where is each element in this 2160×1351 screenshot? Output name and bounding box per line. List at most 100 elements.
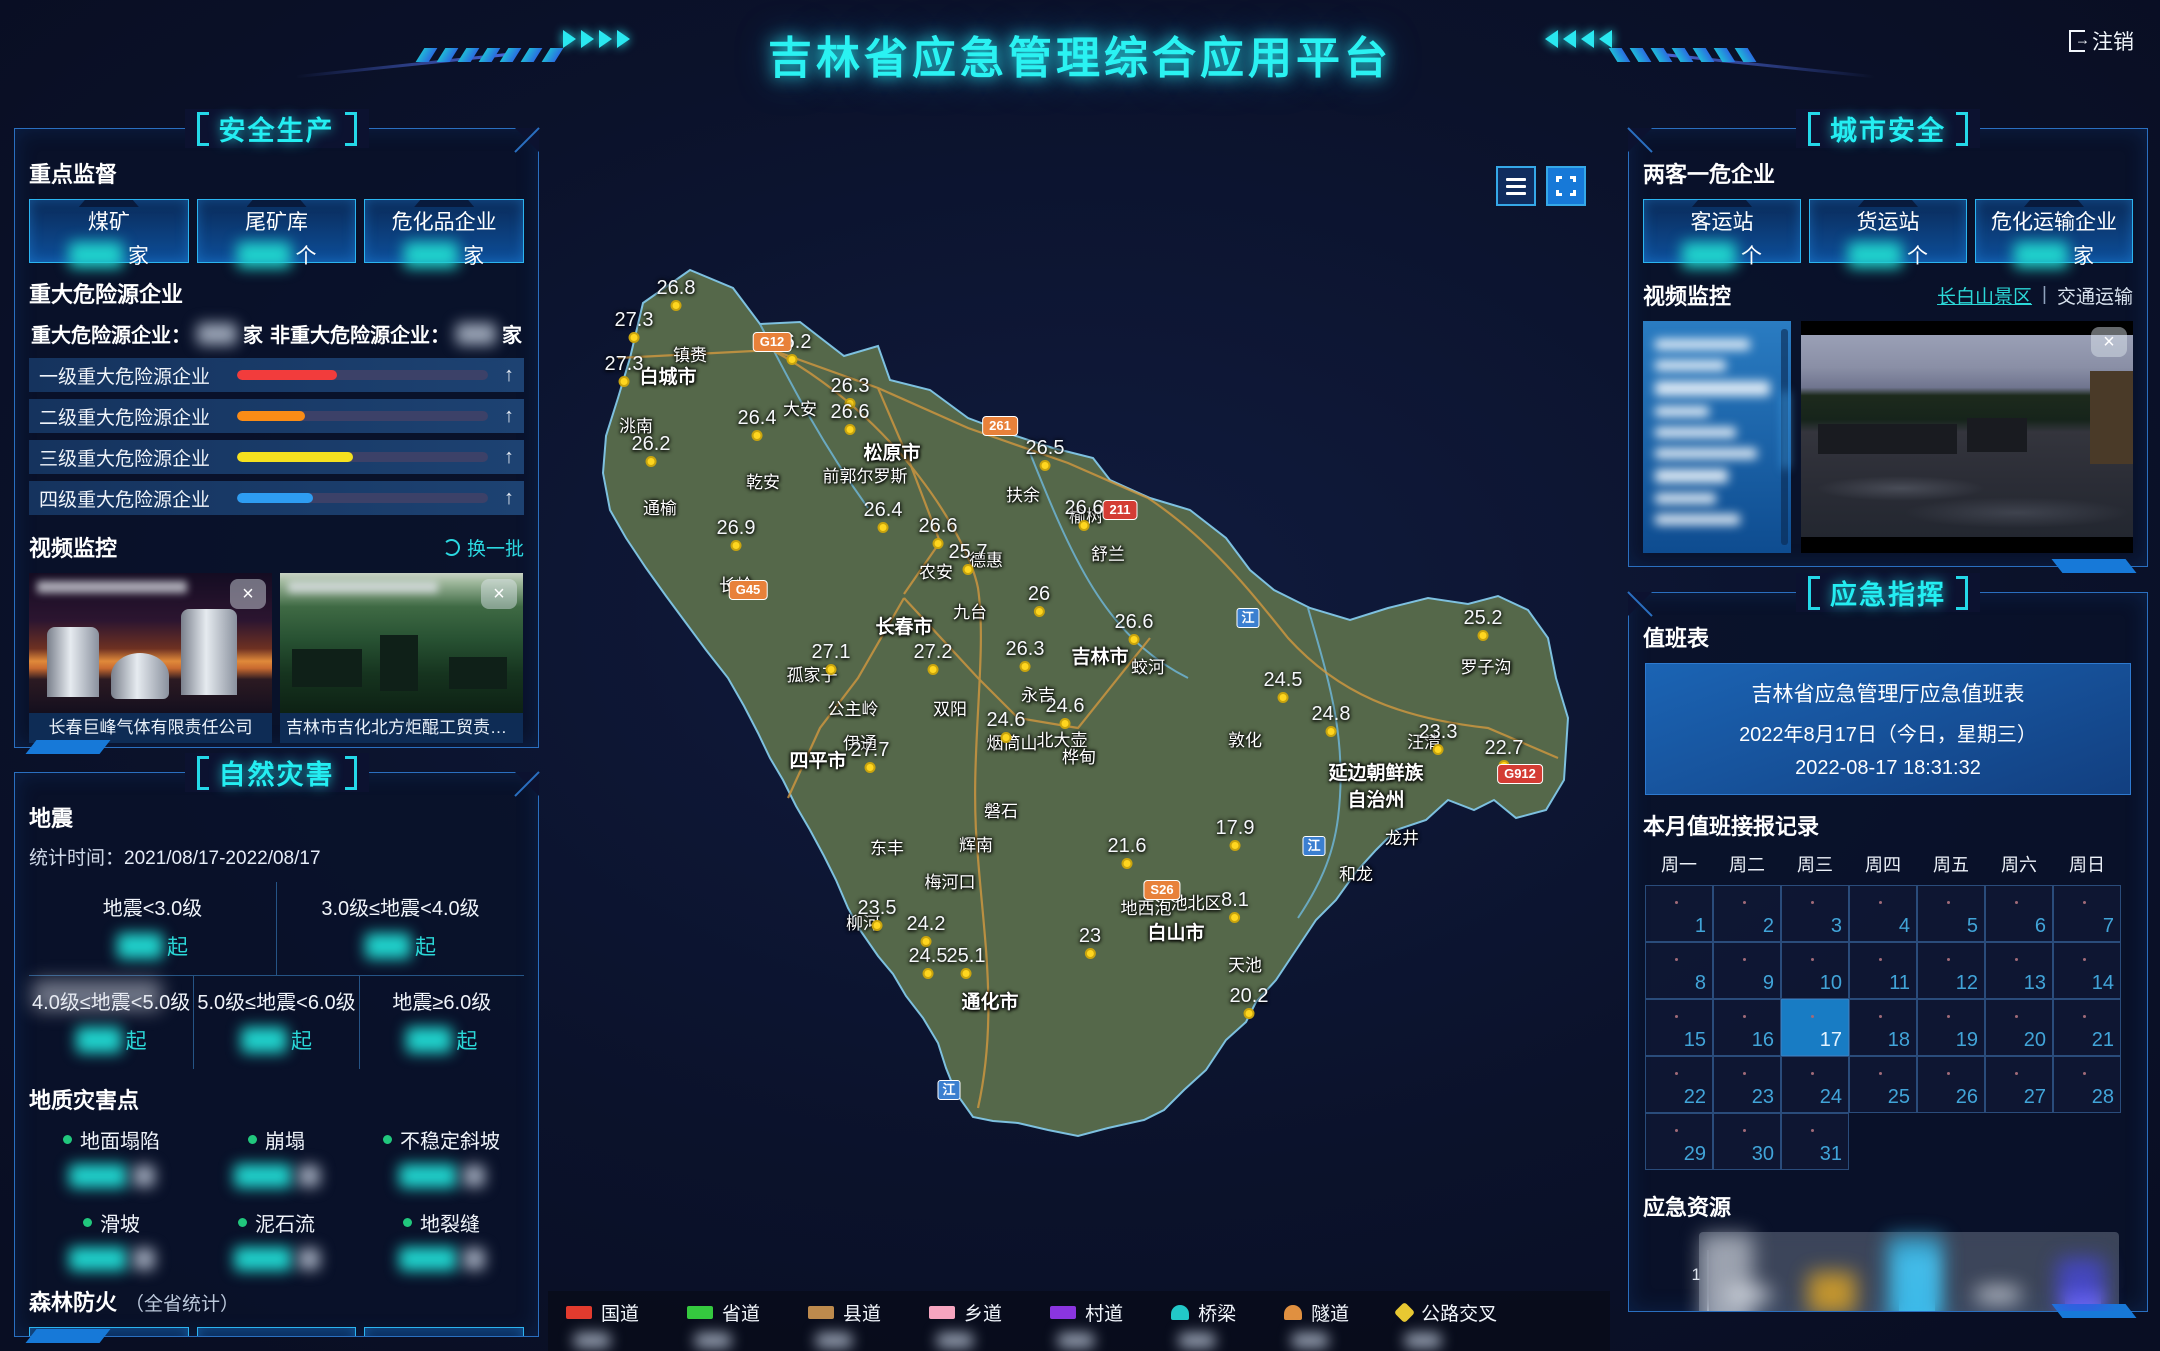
legend-item[interactable]: 桥梁 xyxy=(1171,1299,1236,1348)
calendar-day-cell[interactable]: 25 xyxy=(1849,1056,1917,1113)
calendar-day-cell[interactable]: 23 xyxy=(1713,1056,1781,1113)
redacted-value xyxy=(240,1027,287,1053)
calendar-day-number: 18 xyxy=(1887,1029,1910,1051)
calendar-day-number: 11 xyxy=(1889,972,1910,994)
redacted-value xyxy=(233,1164,292,1188)
camera-thumbnail[interactable]: × 长春巨峰气体有限责任公司 xyxy=(29,573,272,743)
calendar-day-cell[interactable]: 17 xyxy=(1781,999,1849,1056)
scrollbar[interactable] xyxy=(1781,329,1789,545)
up-arrow-icon: ↑ xyxy=(504,445,514,468)
geo-hazard-label: 泥石流 xyxy=(255,1214,315,1236)
calendar-day-number: 14 xyxy=(2091,972,2114,994)
legend-item[interactable]: 村道 xyxy=(1050,1299,1123,1348)
calendar-day-cell[interactable]: 20 xyxy=(1985,999,2053,1056)
calendar-dot xyxy=(2083,901,2087,904)
calendar-day-cell[interactable]: 7 xyxy=(2053,885,2121,942)
calendar-day-cell[interactable]: 16 xyxy=(1713,999,1781,1056)
calendar-day-cell[interactable]: 27 xyxy=(1985,1056,2053,1113)
calendar-day-cell[interactable]: 14 xyxy=(2053,942,2121,999)
calendar-day-number: 29 xyxy=(1683,1143,1706,1165)
stat-card[interactable]: 尾矿库 个 xyxy=(196,199,357,268)
geo-hazard-grid: 地面塌陷 崩塌 不稳定斜坡 滑坡 泥石流 地裂缝 xyxy=(29,1125,524,1271)
stat-card-label: 货运站 xyxy=(1856,211,1920,234)
calendar-day-cell[interactable]: 11 xyxy=(1849,942,1917,999)
bracket-left-icon xyxy=(196,755,209,790)
redacted-value xyxy=(456,322,496,345)
legend-item[interactable]: 县道 xyxy=(808,1299,881,1348)
stat-card-label: 危化运输企业 xyxy=(1991,211,2117,234)
calendar-day-cell[interactable]: 31 xyxy=(1781,1113,1849,1170)
fullscreen-button[interactable] xyxy=(1546,166,1586,206)
heading-key-supervision: 重点监督 xyxy=(29,162,118,187)
stat-card[interactable]: 危化品企业 家 xyxy=(364,199,525,268)
legend-swatch-icon xyxy=(1171,1305,1190,1320)
refresh-batch-button[interactable]: 换一批 xyxy=(442,534,524,561)
redacted-count xyxy=(695,1333,732,1348)
layers-menu-button[interactable] xyxy=(1496,166,1536,206)
calendar-day-cell[interactable]: 1 xyxy=(1645,885,1713,942)
calendar-day-cell[interactable]: 22 xyxy=(1645,1056,1713,1113)
video-timestamp-redacted xyxy=(37,581,187,593)
calendar-day-cell[interactable]: 30 xyxy=(1713,1113,1781,1170)
calendar-day-cell[interactable]: 29 xyxy=(1645,1113,1713,1170)
panel-title: 城市安全 xyxy=(1796,109,1980,148)
live-video-feed[interactable]: × xyxy=(1801,321,2133,553)
calendar-day-cell[interactable]: 18 xyxy=(1849,999,1917,1056)
stat-card-unit: 家 xyxy=(2073,245,2094,268)
legend-item[interactable]: 国道 xyxy=(566,1299,639,1348)
legend-swatch-icon xyxy=(808,1306,835,1319)
stat-card[interactable]: 货运站 个 xyxy=(1809,199,1967,268)
calendar-day-cell[interactable]: 2 xyxy=(1713,885,1781,942)
calendar-day-cell[interactable]: 15 xyxy=(1645,999,1713,1056)
forest-stat-card[interactable]: 林场 xyxy=(29,1327,189,1336)
close-icon[interactable]: × xyxy=(230,579,266,609)
calendar-dot xyxy=(2083,958,2087,961)
forest-stat-card[interactable]: 山脉 xyxy=(196,1327,357,1336)
calendar-day-cell[interactable]: 10 xyxy=(1781,942,1849,999)
calendar-day-cell[interactable]: 4 xyxy=(1849,885,1917,942)
calendar-day-cell[interactable]: 12 xyxy=(1917,942,1985,999)
legend-item[interactable]: 公路交叉 xyxy=(1394,1299,1497,1348)
camera-thumbnail[interactable]: × 吉林市吉化北方炬醌工贸责任... xyxy=(280,573,523,743)
legend-item[interactable]: 乡道 xyxy=(929,1299,1002,1348)
stat-card[interactable]: 客运站 个 xyxy=(1643,199,1801,268)
calendar-day-cell[interactable]: 13 xyxy=(1985,942,2053,999)
quake-range-label: 地震≥6.0级 xyxy=(392,992,492,1014)
calendar-day-cell[interactable]: 26 xyxy=(1917,1056,1985,1113)
close-icon[interactable]: × xyxy=(481,579,517,609)
calendar-day-cell[interactable]: 19 xyxy=(1917,999,1985,1056)
stat-time: 统计时间：2021/08/17-2022/08/17 xyxy=(29,848,321,869)
legend-label: 隧道 xyxy=(1311,1304,1350,1325)
heading-emergency-resources: 应急资源 xyxy=(1643,1195,1732,1220)
camera-list[interactable] xyxy=(1643,321,1791,553)
legend-swatch-icon xyxy=(1284,1305,1303,1320)
calendar-day-cell[interactable]: 21 xyxy=(2053,999,2121,1056)
forest-subtitle: （全省统计） xyxy=(125,1294,240,1315)
panel-title: 自然灾害 xyxy=(184,753,369,792)
calendar-day-cell[interactable]: 5 xyxy=(1917,885,1985,942)
calendar-day-cell[interactable]: 6 xyxy=(1985,885,2053,942)
panel-title-text: 应急指挥 xyxy=(1830,580,1946,610)
scrollbar-thumb[interactable] xyxy=(1783,390,1789,469)
redacted-value xyxy=(398,1247,457,1271)
calendar-day-cell[interactable]: 3 xyxy=(1781,885,1849,942)
forest-stat-card[interactable]: 防火重点地 xyxy=(364,1327,525,1336)
tab-changbaishan[interactable]: 长白山景区 xyxy=(1937,286,2033,308)
hazard-level-row: 二级重大危险源企业 ↑ xyxy=(29,399,524,433)
calendar-day-cell[interactable]: 24 xyxy=(1781,1056,1849,1113)
stat-card[interactable]: 危化运输企业 家 xyxy=(1975,199,2133,268)
calendar-dot xyxy=(1947,1015,1951,1018)
legend-item[interactable]: 隧道 xyxy=(1284,1299,1349,1348)
calendar-day-cell[interactable]: 8 xyxy=(1645,942,1713,999)
close-icon[interactable]: × xyxy=(2091,327,2127,357)
logout-button[interactable]: 注销 xyxy=(2069,26,2134,56)
stat-card[interactable]: 煤矿 家 xyxy=(29,199,189,268)
calendar-day-cell[interactable]: 28 xyxy=(2053,1056,2121,1113)
legend-item[interactable]: 省道 xyxy=(687,1299,760,1348)
tab-transport[interactable]: 交通运输 xyxy=(2056,286,2133,308)
major-hazard-label: 重大危险源企业： xyxy=(31,325,191,347)
map-container[interactable]: 26.8 27.3 27.3 26.2 26.3 26.6 26.4 26.2 … xyxy=(548,118,1610,1351)
corner-tab-decoration xyxy=(25,1329,111,1343)
calendar-day-cell[interactable]: 9 xyxy=(1713,942,1781,999)
calendar-day-number: 25 xyxy=(1887,1086,1910,1108)
